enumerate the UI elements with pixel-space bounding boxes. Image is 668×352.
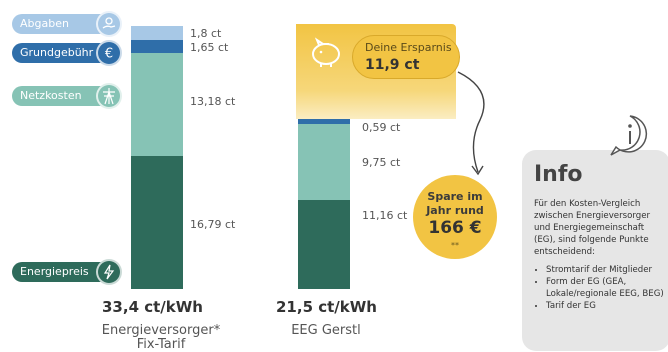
- legend-abgaben: Abgaben: [12, 14, 120, 34]
- lightning-icon: [96, 259, 122, 285]
- bar-segment-grundgebuehr: [131, 40, 183, 53]
- yearly-amount: 166 €: [428, 218, 482, 238]
- curved-arrow: [457, 71, 485, 176]
- info-list: Stromtarif der Mitglieder Form der EG (G…: [534, 264, 668, 312]
- data-label: 16,79 ct: [190, 218, 236, 231]
- list-item: Stromtarif der Mitglieder: [546, 264, 668, 276]
- yearly-footnote: **: [451, 241, 459, 250]
- info-icon: [606, 112, 654, 162]
- data-label: 9,75 ct: [362, 156, 401, 169]
- info-title: Info: [534, 162, 583, 187]
- list-item: Tarif der EG: [546, 300, 668, 312]
- list-item: Form der EG (GEA, Lokale/regionale EEG, …: [546, 276, 668, 300]
- data-label: 13,18 ct: [190, 95, 236, 108]
- info-card: Info Für den Kosten-Vergleich zwischen E…: [522, 150, 668, 351]
- savings-value: 11,9 ct: [365, 57, 420, 73]
- caption-energieversorger: Energieversorger* Fix-Tarif: [86, 324, 236, 352]
- legend-label: Abgaben: [20, 17, 69, 30]
- bar-segment-energiepreis: [131, 156, 183, 289]
- data-label: 1,8 ct: [190, 27, 222, 40]
- savings-badge: Deine Ersparnis 11,9 ct: [352, 35, 460, 79]
- euro-icon: €: [96, 40, 122, 66]
- data-label: 11,16 ct: [362, 209, 408, 222]
- bar-segment-grundgebuehr: [298, 119, 350, 124]
- data-label: 0,59 ct: [362, 121, 401, 134]
- legend-netzkosten: Netzkosten: [12, 86, 120, 106]
- bar-segment-energiepreis: [298, 200, 350, 289]
- coins-hand-icon: [96, 11, 122, 37]
- legend-energiepreis: Energiepreis: [12, 262, 120, 282]
- piggy-bank-icon: [306, 36, 346, 74]
- caption-line-2: Fix-Tarif: [136, 337, 186, 352]
- svg-text:€: €: [105, 47, 113, 62]
- yearly-savings-badge: Spare im Jahr rund 166 € **: [413, 175, 497, 259]
- bar-segment-netzkosten: [298, 124, 350, 200]
- caption-line-1: Energieversorger*: [101, 323, 221, 338]
- legend-label: Grundgebühr: [20, 46, 94, 59]
- total-eeg: 21,5 ct/kWh: [276, 298, 377, 316]
- legend-label: Energiepreis: [20, 265, 89, 278]
- caption-eeg: EEG Gerstl: [291, 323, 361, 338]
- power-grid-icon: [96, 83, 122, 109]
- yearly-label-1: Spare im: [427, 190, 483, 203]
- total-energieversorger: 33,4 ct/kWh: [102, 298, 203, 316]
- legend-label: Netzkosten: [20, 89, 82, 102]
- bar-segment-abgaben: [131, 26, 183, 40]
- bar-segment-netzkosten: [131, 53, 183, 156]
- yearly-label-2: Jahr rund: [426, 204, 484, 217]
- data-label: 1,65 ct: [190, 41, 229, 54]
- legend-grundgebuehr: Grundgebühr: [12, 43, 120, 63]
- savings-label: Deine Ersparnis: [365, 41, 452, 54]
- info-text: Für den Kosten-Vergleich zwischen Energi…: [534, 199, 651, 257]
